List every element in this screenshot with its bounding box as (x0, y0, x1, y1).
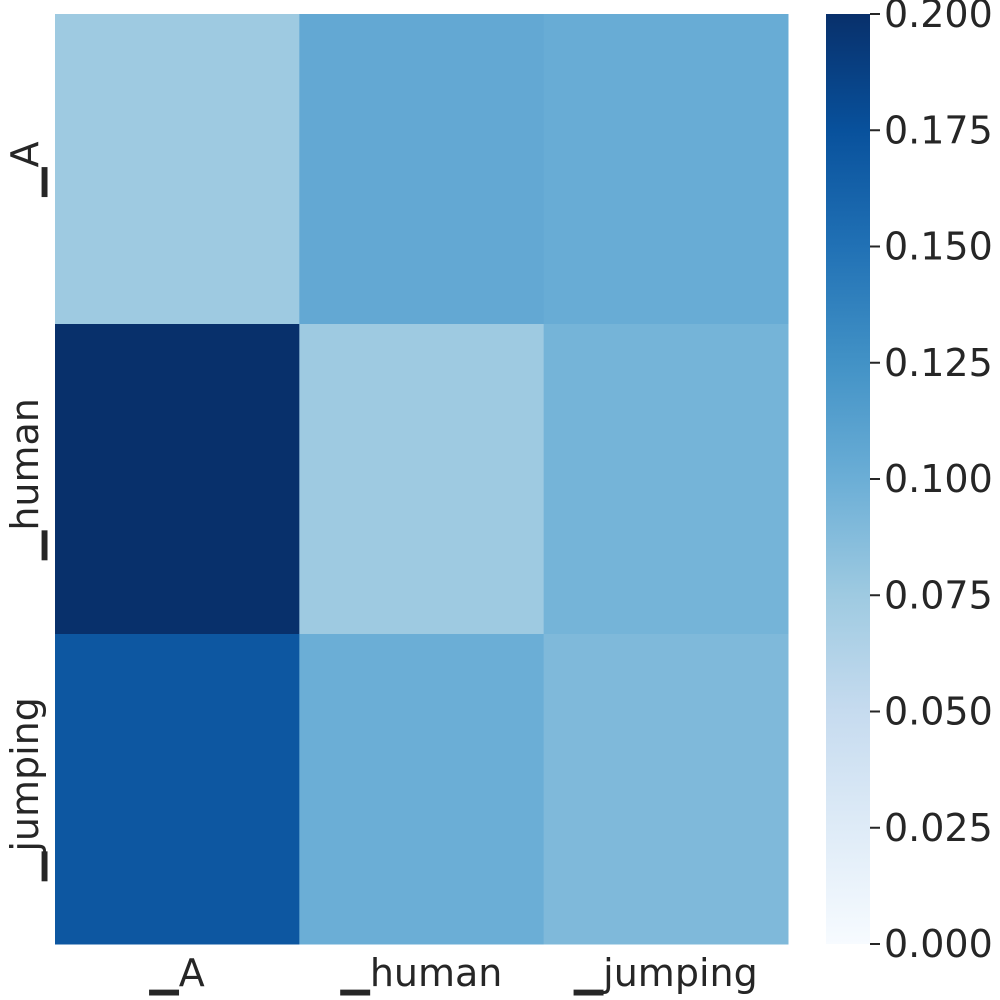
x-tick-label: ▁A (149, 951, 205, 996)
heatmap-cell (299, 324, 545, 635)
heatmap-cell (299, 634, 545, 945)
colorbar-tick-label: 0.000 (884, 922, 993, 966)
y-tick-label: ▁jumping (3, 697, 48, 882)
colorbar-tick-label: 0.200 (884, 0, 993, 36)
colorbar-tick-label: 0.050 (884, 690, 993, 734)
heatmap-cell (55, 14, 300, 325)
y-tick-label: ▁A (3, 141, 48, 197)
heatmap-cell (55, 634, 300, 945)
colorbar-tick-label: 0.175 (884, 108, 993, 152)
colorbar-tick-label: 0.125 (884, 341, 993, 385)
heatmap-cell (543, 324, 789, 635)
x-axis-tick-labels: ▁A ▁human ▁jumping (149, 951, 758, 996)
heatmap-cell (543, 634, 789, 945)
heatmap-cell (299, 14, 545, 325)
x-tick-label: ▁human (340, 951, 503, 996)
heatmap-cell (55, 324, 300, 635)
colorbar-tick-label: 0.100 (884, 457, 993, 501)
colorbar-tick-label: 0.025 (884, 806, 993, 850)
colorbar-tick-label: 0.150 (884, 225, 993, 269)
heatmap-cells (55, 14, 789, 945)
colorbar (826, 14, 870, 944)
y-axis-tick-labels: ▁A ▁human ▁jumping (3, 141, 48, 881)
colorbar-ticks: 0.000 0.025 0.050 0.075 0.100 0.125 0.150 0.175… (870, 0, 993, 966)
x-tick-label: ▁jumping (573, 951, 758, 996)
y-tick-label: ▁human (3, 398, 48, 561)
colorbar-tick-label: 0.075 (884, 573, 993, 617)
heatmap-cell (543, 14, 789, 325)
